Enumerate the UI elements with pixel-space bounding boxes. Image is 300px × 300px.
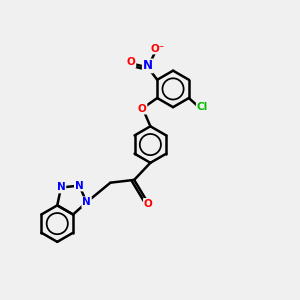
Text: N: N xyxy=(143,59,153,72)
Text: Cl: Cl xyxy=(197,102,208,112)
Text: N: N xyxy=(75,181,84,190)
Text: O: O xyxy=(144,199,153,209)
Text: O: O xyxy=(127,57,135,67)
Text: N: N xyxy=(82,197,91,207)
Text: N: N xyxy=(57,182,65,193)
Text: O⁻: O⁻ xyxy=(151,44,165,54)
Text: O: O xyxy=(138,103,146,114)
